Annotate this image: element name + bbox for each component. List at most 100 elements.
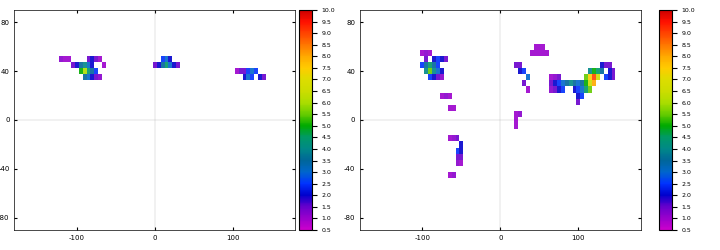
Bar [608, 62, 611, 68]
Bar [448, 92, 451, 98]
Bar [584, 80, 588, 86]
Bar [243, 68, 246, 74]
Bar [518, 68, 522, 74]
Bar [432, 56, 436, 62]
Bar [451, 135, 456, 141]
Bar [78, 68, 83, 74]
Bar [584, 86, 588, 92]
Bar [168, 56, 172, 62]
Bar [86, 74, 91, 80]
Bar [553, 80, 557, 86]
Bar [580, 92, 584, 98]
Bar [456, 154, 459, 160]
Bar [592, 80, 596, 86]
Bar [258, 74, 262, 80]
Bar [83, 62, 86, 68]
Bar [611, 68, 616, 74]
Bar [592, 68, 596, 74]
Bar [577, 92, 580, 98]
Bar [235, 68, 238, 74]
Bar [534, 50, 537, 56]
Bar [557, 74, 561, 80]
Bar [161, 62, 165, 68]
Bar [424, 50, 428, 56]
Bar [561, 80, 564, 86]
Bar [580, 80, 584, 86]
Bar [71, 62, 75, 68]
Bar [456, 160, 459, 166]
Bar [580, 86, 584, 92]
Bar [246, 68, 251, 74]
Bar [161, 56, 165, 62]
Bar [86, 56, 91, 62]
Bar [176, 62, 180, 68]
Bar [584, 74, 588, 80]
Bar [440, 68, 444, 74]
Bar [424, 56, 428, 62]
Bar [553, 86, 557, 92]
Bar [553, 74, 557, 80]
Bar [98, 56, 102, 62]
Bar [541, 44, 545, 50]
Bar [436, 56, 440, 62]
Bar [564, 80, 569, 86]
Bar [63, 56, 67, 62]
Bar [444, 92, 448, 98]
Bar [537, 44, 541, 50]
Bar [514, 123, 518, 129]
Bar [526, 74, 530, 80]
Bar [420, 62, 424, 68]
Bar [440, 56, 444, 62]
Bar [102, 62, 106, 68]
Bar [94, 74, 98, 80]
Bar [98, 74, 102, 80]
Bar [436, 68, 440, 74]
Bar [522, 80, 526, 86]
Bar [577, 98, 580, 105]
Bar [251, 74, 254, 80]
Bar [424, 62, 428, 68]
Bar [91, 74, 94, 80]
Bar [444, 56, 448, 62]
Bar [254, 68, 258, 74]
Bar [572, 80, 577, 86]
Bar [420, 50, 424, 56]
Bar [86, 68, 91, 74]
Bar [157, 62, 161, 68]
Bar [588, 86, 592, 92]
Bar [456, 148, 459, 154]
Bar [611, 74, 616, 80]
Bar [514, 62, 518, 68]
Bar [168, 62, 172, 68]
Bar [172, 62, 176, 68]
Bar [448, 172, 451, 178]
Bar [428, 62, 432, 68]
Bar [557, 80, 561, 86]
Bar [588, 74, 592, 80]
Bar [432, 62, 436, 68]
Bar [75, 62, 78, 68]
Bar [608, 74, 611, 80]
Bar [432, 74, 436, 80]
Bar [428, 50, 432, 56]
Bar [561, 86, 564, 92]
Bar [557, 86, 561, 92]
Bar [91, 56, 94, 62]
Bar [588, 68, 592, 74]
Bar [522, 68, 526, 74]
Bar [86, 62, 91, 68]
Bar [165, 56, 168, 62]
Bar [600, 62, 604, 68]
Bar [608, 68, 611, 74]
Bar [428, 68, 432, 74]
Bar [577, 86, 580, 92]
Bar [459, 154, 464, 160]
Bar [91, 62, 94, 68]
Bar [451, 105, 456, 111]
Bar [424, 68, 428, 74]
Bar [526, 86, 530, 92]
Bar [518, 62, 522, 68]
Bar [600, 68, 604, 74]
Bar [83, 68, 86, 74]
Bar [238, 68, 243, 74]
